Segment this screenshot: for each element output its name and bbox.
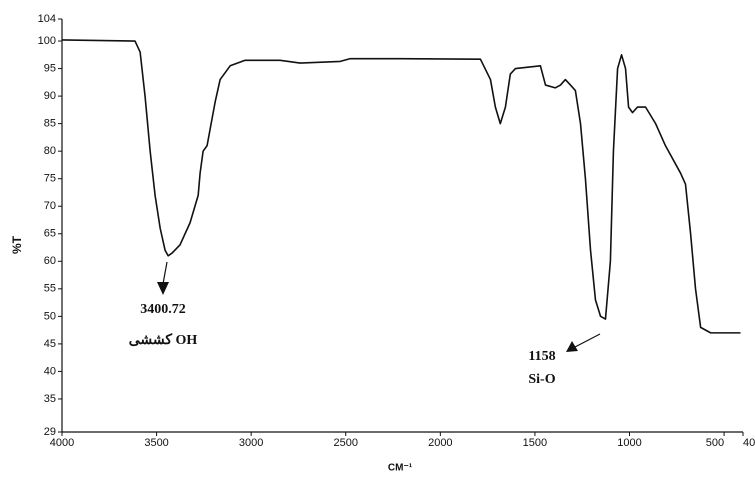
y-tick-label: 85	[44, 118, 56, 130]
x-tick-label: 400	[743, 437, 755, 449]
y-axis-label: %T	[10, 235, 24, 254]
x-tick-label: 4000	[50, 437, 74, 449]
x-tick-label: 2000	[428, 437, 452, 449]
y-tick-label: 50	[44, 310, 56, 322]
y-tick-label: 35	[44, 393, 56, 405]
y-tick-label: 104	[38, 13, 56, 25]
y-tick-label: 55	[44, 283, 56, 295]
y-tick-label: 70	[44, 200, 56, 212]
y-tick-label: 80	[44, 145, 56, 157]
y-tick-label: 45	[44, 338, 56, 350]
y-tick-label: 29	[44, 426, 56, 438]
y-tick-label: 100	[38, 35, 56, 47]
arrow-head	[566, 341, 578, 352]
arrow	[574, 333, 601, 348]
x-tick-label: 1500	[523, 437, 547, 449]
y-tick-label: 95	[44, 62, 56, 74]
y-tick-label: 60	[44, 255, 56, 267]
x-tick-label: 3000	[239, 437, 263, 449]
x-tick-label: 3500	[144, 437, 168, 449]
annotation: کششی OH	[129, 332, 198, 348]
x-axis-label: CM⁻¹	[388, 463, 413, 474]
arrow-head	[157, 282, 169, 295]
x-tick-label: 500	[706, 437, 724, 449]
y-tick-label: 40	[44, 365, 56, 377]
y-tick-label: 65	[44, 228, 56, 240]
arrow	[162, 261, 168, 285]
x-tick-label: 2500	[334, 437, 358, 449]
annotation: Si-O	[528, 372, 555, 387]
spectrum-line	[61, 39, 741, 334]
x-tick-label: 1000	[617, 437, 641, 449]
annotation: 3400.72	[140, 302, 186, 317]
annotation: 1158	[528, 349, 555, 364]
y-tick-label: 75	[44, 173, 56, 185]
y-tick-label: 90	[44, 90, 56, 102]
